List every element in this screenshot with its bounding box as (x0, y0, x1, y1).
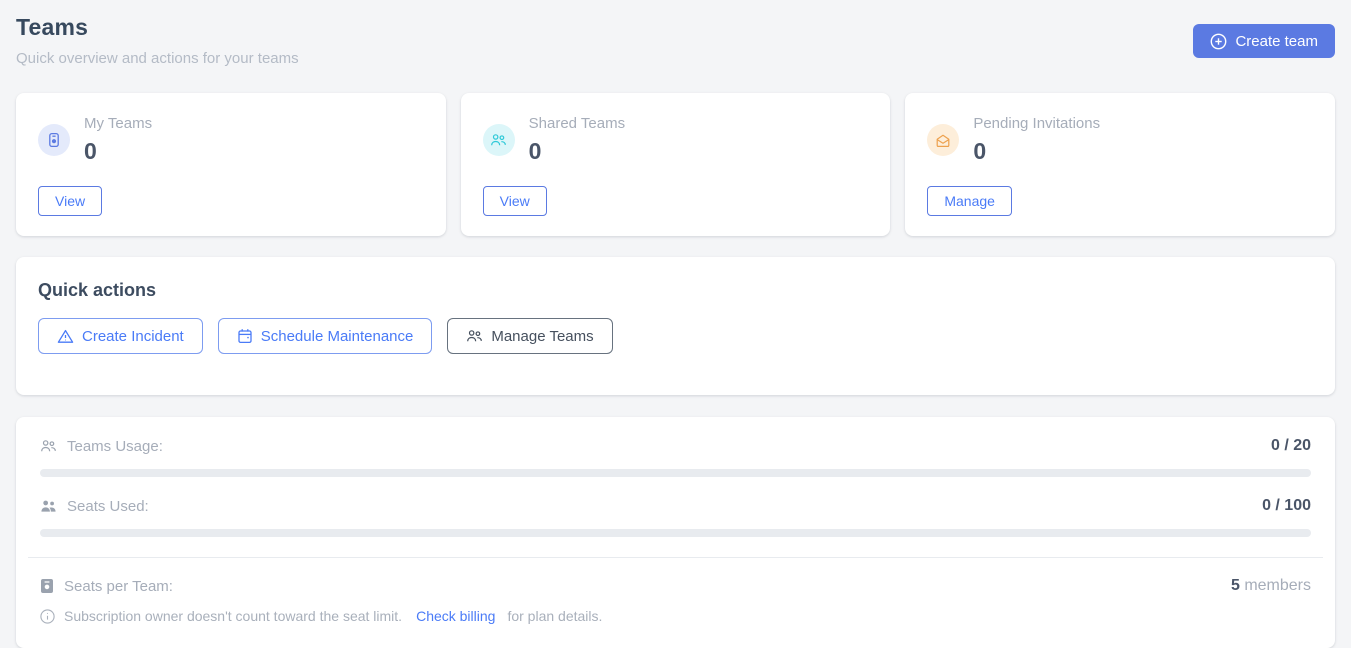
seats-per-team-label-group: Seats per Team: (40, 578, 173, 595)
badge-filled-icon (40, 578, 54, 594)
quick-actions-buttons: Create Incident Schedule Maintenance (38, 318, 1313, 354)
stat-label: Pending Invitations (973, 115, 1101, 132)
seats-per-team-label: Seats per Team: (64, 577, 173, 595)
stat-text: Shared Teams 0 (529, 115, 625, 165)
create-team-button[interactable]: Create team (1193, 24, 1335, 58)
seats-used-label: Seats Used: (67, 497, 149, 515)
badge-icon (38, 124, 70, 156)
users-outline-icon (40, 439, 57, 453)
teams-usage-value: 0 / 20 (1270, 437, 1311, 454)
stat-label: Shared Teams (528, 115, 626, 132)
stat-value: 0 (84, 138, 97, 164)
calendar-icon (237, 328, 253, 344)
stat-top: Pending Invitations 0 (927, 115, 1313, 165)
seats-used-label-group: Seats Used: (40, 498, 149, 515)
schedule-maintenance-label: Schedule Maintenance (260, 327, 414, 345)
stat-text: Pending Invitations 0 (973, 115, 1100, 165)
seats-per-team-row: Seats per Team: 5 members (40, 577, 1311, 595)
pending-invitations-card: Pending Invitations 0 Manage (905, 93, 1335, 236)
warning-triangle-icon (57, 329, 74, 344)
teams-usage-label-group: Teams Usage: (40, 438, 163, 455)
stats-row: My Teams 0 View Shared Teams (16, 93, 1335, 236)
billing-note: Subscription owner doesn't count toward … (40, 608, 1311, 624)
seats-used-row: Seats Used: 0 / 100 (40, 497, 1311, 515)
seats-used-progressbar (40, 529, 1311, 537)
stat-text: My Teams 0 (84, 115, 152, 165)
manage-teams-button[interactable]: Manage Teams (447, 318, 613, 354)
shared-teams-card: Shared Teams 0 View (460, 93, 891, 236)
header-text-block: Teams Quick overview and actions for you… (16, 14, 299, 67)
stat-value: 0 (973, 138, 987, 164)
users-icon (482, 124, 515, 156)
create-team-label: Create team (1235, 32, 1318, 50)
seats-per-team-unit: members (1244, 577, 1311, 594)
plus-circle-icon (1210, 33, 1227, 50)
info-circle-icon (40, 608, 55, 624)
stat-top: My Teams 0 (38, 115, 424, 165)
schedule-maintenance-button[interactable]: Schedule Maintenance (217, 318, 433, 354)
stat-top: Shared Teams 0 (482, 115, 869, 165)
quick-actions-card: Quick actions Create Incident (16, 257, 1335, 395)
check-billing-link[interactable]: Check billing (416, 608, 496, 624)
page-subtitle: Quick overview and actions for your team… (16, 50, 299, 67)
stat-label: My Teams (84, 115, 153, 132)
stat-value: 0 (528, 138, 542, 164)
mail-open-icon (927, 124, 960, 156)
page-title: Teams (16, 14, 89, 40)
usage-card: Teams Usage: 0 / 20 Seats Used: 0 / 100 (16, 417, 1335, 648)
create-incident-label: Create Incident (82, 327, 184, 345)
seats-per-team-value-group: 5 members (1231, 577, 1311, 595)
users-filled-icon (40, 499, 57, 513)
view-shared-teams-button[interactable]: View (482, 186, 547, 216)
seats-per-team-value: 5 (1230, 577, 1240, 594)
manage-invitations-button[interactable]: Manage (927, 186, 1012, 216)
manage-teams-label: Manage Teams (491, 327, 594, 345)
users-group-icon (466, 329, 483, 343)
teams-usage-label: Teams Usage: (67, 437, 163, 455)
note-text: Subscription owner doesn't count toward … (64, 608, 403, 624)
teams-usage-progressbar (40, 469, 1311, 477)
view-my-teams-button[interactable]: View (38, 186, 103, 216)
note-suffix: for plan details. (507, 608, 603, 624)
quick-actions-title: Quick actions (38, 280, 157, 300)
page-header: Teams Quick overview and actions for you… (16, 14, 1335, 67)
create-incident-button[interactable]: Create Incident (38, 318, 203, 354)
teams-usage-row: Teams Usage: 0 / 20 (40, 437, 1311, 455)
usage-divider (28, 557, 1323, 558)
seats-used-value: 0 / 100 (1262, 497, 1311, 514)
my-teams-card: My Teams 0 View (16, 93, 446, 236)
